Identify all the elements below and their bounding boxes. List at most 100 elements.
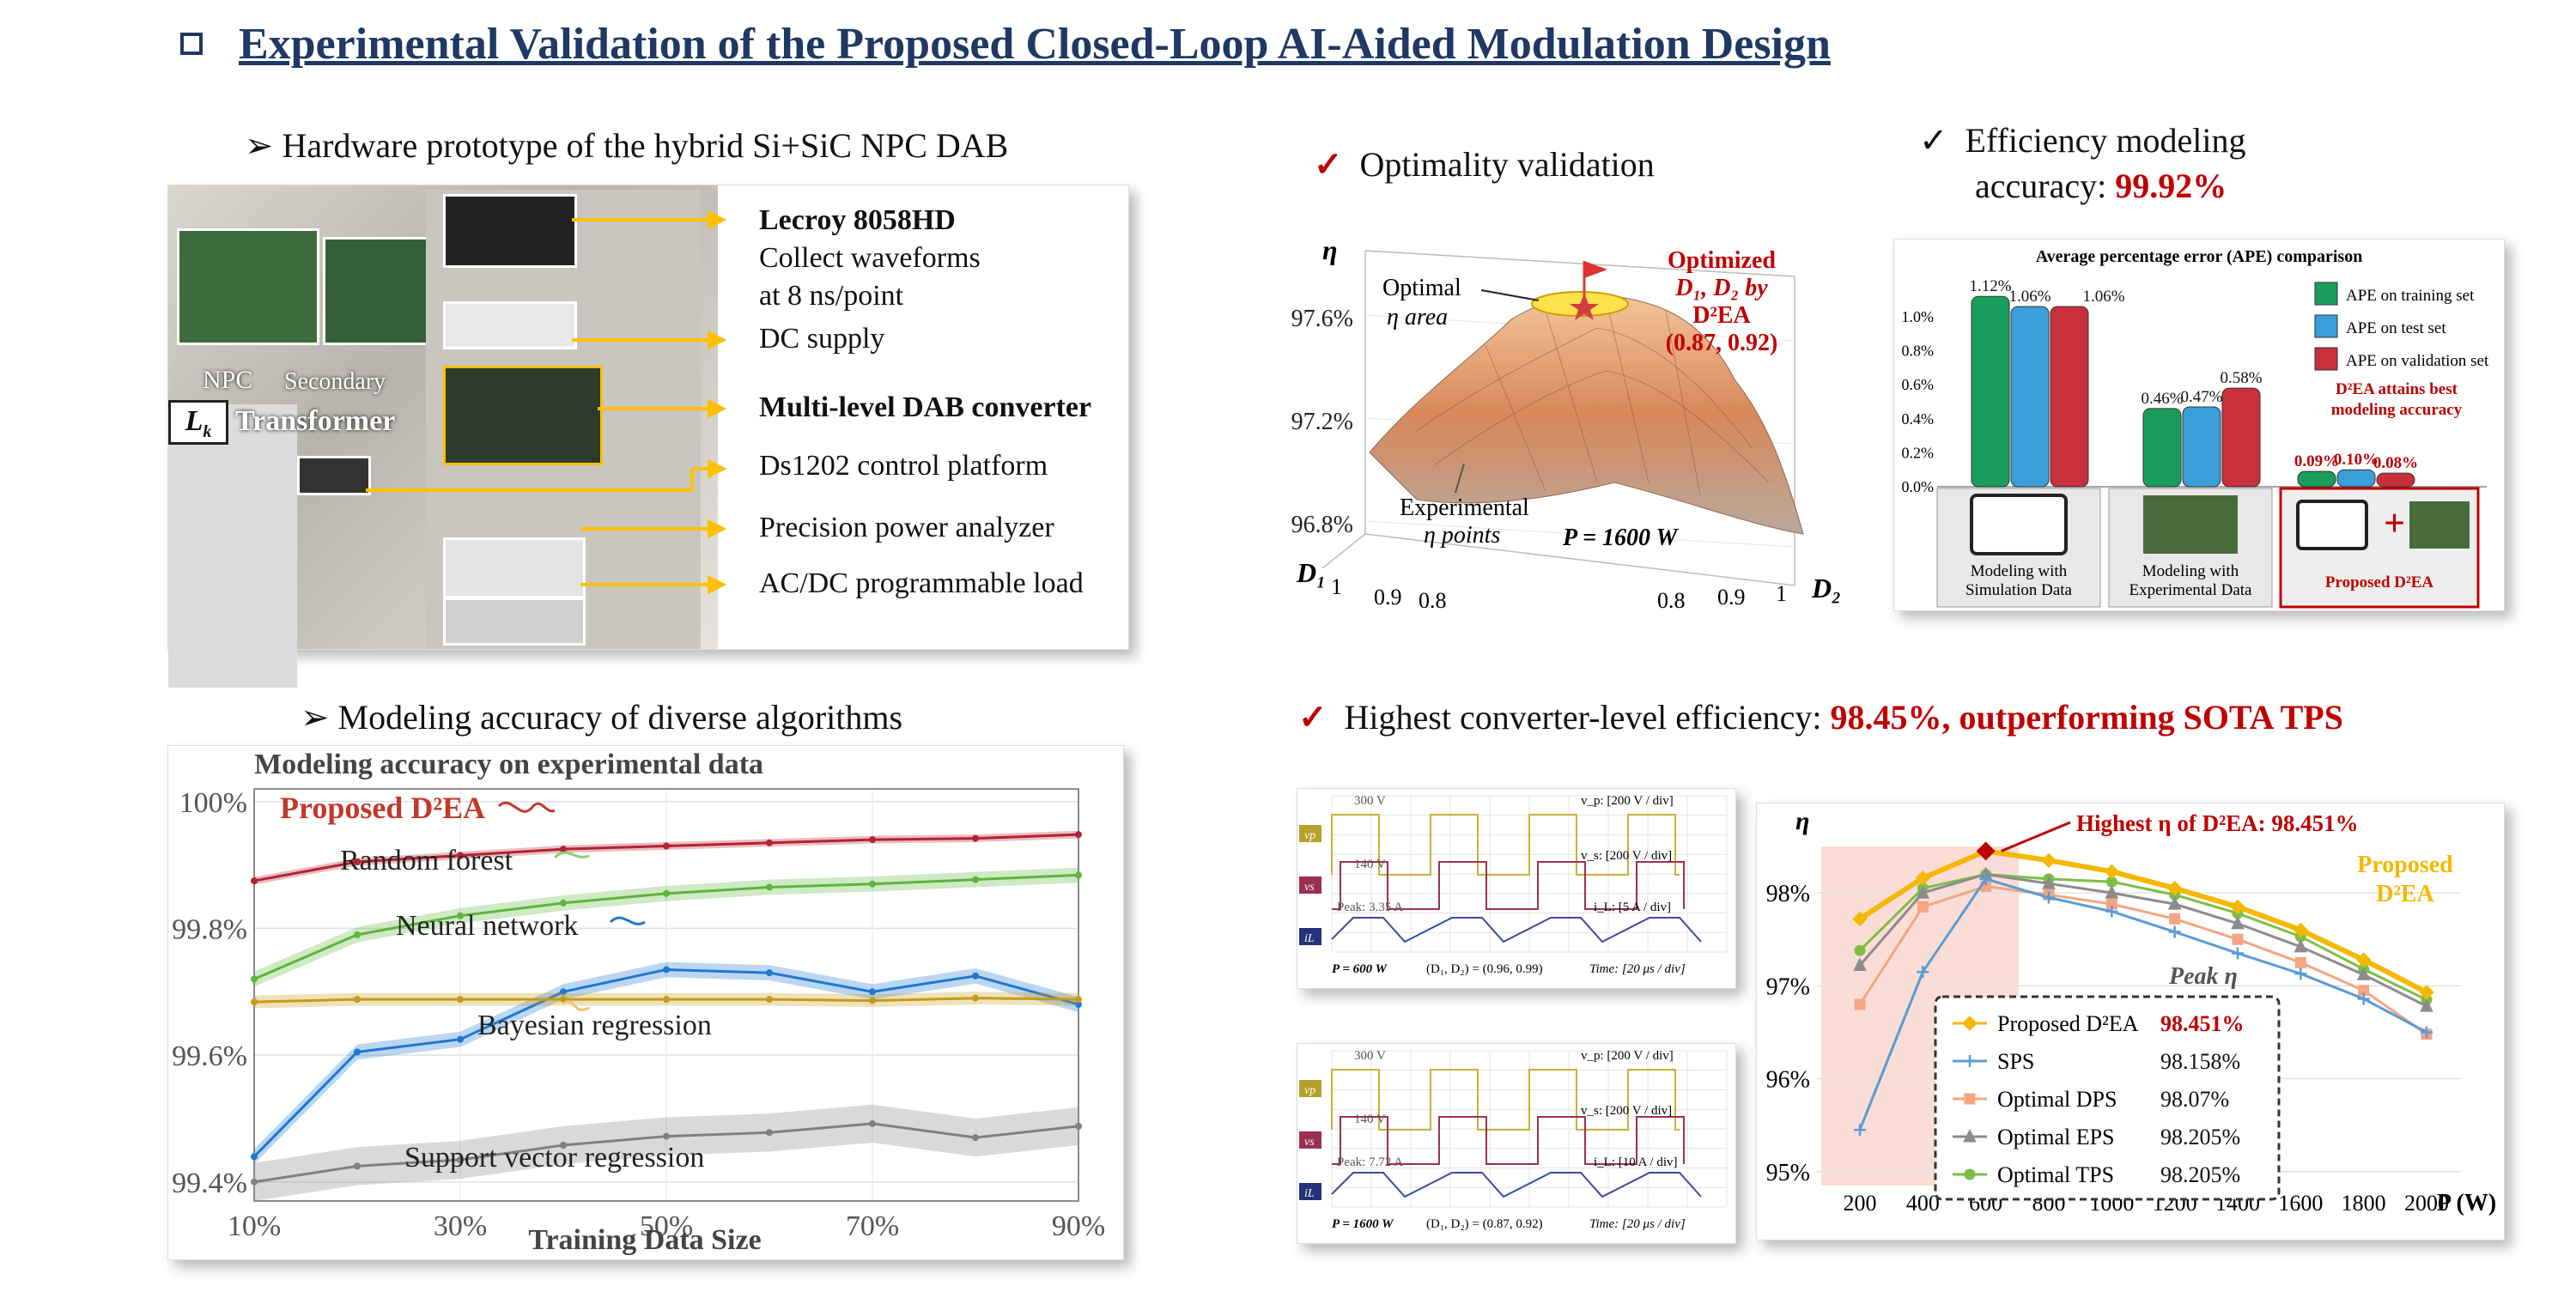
hardware-photo: Lk NPC Secondary Transformer [168, 185, 718, 688]
alg-data-point [354, 996, 361, 1004]
eff-marker [1962, 1016, 1978, 1031]
channel-tag [1299, 1080, 1321, 1097]
wave-v2: 140 V [1354, 1113, 1386, 1126]
optimized-point-label: (0.87, 0.92) [1666, 330, 1778, 356]
eff-marker [2105, 884, 2119, 899]
alg-data-point [457, 912, 464, 919]
z-tick-0: 97.6% [1291, 306, 1353, 332]
eff-legend-label: Optimal DPS [1997, 1087, 2117, 1112]
il-trace [1331, 1172, 1702, 1198]
eff-marker [1917, 901, 1929, 913]
alg-data-point [766, 996, 773, 1004]
alg-data-point [972, 1134, 979, 1142]
secondary-label: Secondary [284, 368, 386, 395]
ape-bar [2221, 387, 2261, 488]
callout-collect: Collect waveforms [759, 242, 981, 274]
callout-load: AC/DC programmable load [759, 567, 1084, 599]
channel-tag-label: iL [1304, 932, 1315, 945]
alg-data-point [869, 836, 876, 844]
eff-x-tick: 1600 [2278, 1191, 2323, 1216]
alg-data-point [869, 1119, 876, 1127]
label-svr: Support vector regression [404, 1142, 704, 1174]
callout-power-analyzer: Precision power analyzer [759, 512, 1054, 543]
alg-y-tick: 99.4% [172, 1168, 247, 1199]
ape-bar-label: 0.47% [2180, 388, 2222, 406]
eff-x-tick: 200 [1844, 1191, 1877, 1216]
ape-bar-label: 0.46% [2141, 390, 2183, 408]
ape-bar [2142, 408, 2182, 488]
npc-board-image [177, 228, 319, 345]
alg-data-point [972, 876, 979, 883]
channel-tag-label: vp [1304, 1084, 1315, 1097]
alg-data-point [354, 858, 361, 865]
plus-icon: + [2384, 502, 2405, 544]
title-bullet-box [180, 33, 203, 55]
alg-data-point [560, 899, 567, 907]
eff-legend-peak: 98.205% [2160, 1162, 2240, 1187]
alg-data-point [869, 997, 876, 1004]
channel-tag-label: vs [1304, 1136, 1315, 1149]
eff-y-tick: 98% [1766, 881, 1810, 907]
ape-y-tick: 0.6% [1902, 376, 1935, 393]
eff-x-tick: 2000 [2404, 1191, 2449, 1216]
wave-power: P = 1600 W [1332, 1217, 1394, 1231]
eff-y-tick: 96% [1766, 1067, 1810, 1094]
algorithms-heading-text: Modeling accuracy of diverse algorithms [337, 698, 903, 737]
alg-data-point [251, 1153, 258, 1161]
ape-y-tick: 0.0% [1902, 478, 1935, 495]
alg-data-point [663, 842, 670, 850]
channel-tag-label: vs [1304, 881, 1315, 894]
callout-control-platform: Ds1202 control platform [759, 450, 1048, 482]
alg-data-point [663, 889, 670, 897]
alg-data-point [663, 966, 670, 974]
eff-marker [2357, 992, 2370, 1005]
prototype-photo-icon [2143, 495, 2238, 554]
ape-bar-label: 1.12% [1969, 277, 2011, 295]
d2-axis-label: D₂ [1811, 573, 1841, 604]
experimental-label: Experimental [1400, 494, 1529, 521]
waveform-1: vp vs iL 300 V 140 V Peak: 7.72 A v_p: [200 V … [1299, 1049, 1728, 1231]
eta-points-label: η points [1424, 522, 1500, 549]
d2-tick-0: 0.8 [1657, 588, 1686, 613]
eff-series-line [1858, 885, 2427, 1035]
wave-il-scale: i_L: [5 A / div] [1594, 901, 1671, 914]
eff-marker [1854, 998, 1866, 1010]
ape-chart-panel: Average percentage error (APE) compariso… [1893, 239, 2505, 611]
hardware-heading: ➢ Hardware prototype of the hybrid Si+Si… [245, 126, 1009, 165]
eff-marker [2232, 947, 2244, 960]
efficiency-power-panel: 98% 97% 96% 95% 200 400 600 800 1000 1200 1400 1600… [1756, 803, 2505, 1240]
eff-marker [1917, 966, 1929, 979]
vp-trace [1331, 814, 1680, 876]
vp-trace [1331, 1069, 1680, 1131]
peak-marker [1976, 841, 1996, 861]
eff-x-tick: 400 [1906, 1191, 1940, 1216]
channel-tag [1299, 825, 1321, 842]
check-icon: ✓ [1314, 145, 1343, 184]
wave-vs-scale: v_s: [200 V / div] [1581, 849, 1672, 863]
eff-marker [1854, 1124, 1866, 1137]
eff-series-line [1858, 848, 2428, 995]
d2-tick-1: 0.9 [1717, 585, 1746, 610]
ape-note-line2: modeling accuracy [2331, 401, 2463, 419]
alg-data-point [869, 880, 876, 888]
ape-bar [2336, 469, 2376, 488]
eff-legend-label: Optimal TPS [1997, 1162, 2114, 1187]
ape-bar-label: 1.06% [2008, 288, 2050, 306]
eff-legend-label: SPS [1997, 1049, 2034, 1074]
eta-area-label: η area [1387, 304, 1448, 331]
d1-tick-2: 0.8 [1419, 588, 1447, 613]
il-trace [1331, 917, 1702, 943]
alg-data-point [663, 996, 670, 1004]
channel-tag-label: iL [1304, 1187, 1315, 1200]
ape-bar [2050, 306, 2089, 488]
hardware-heading-text: Hardware prototype of the hybrid Si+SiC … [282, 126, 1009, 165]
ape-bar-label: 0.58% [2220, 369, 2262, 387]
eff-legend-peak: 98.205% [2160, 1125, 2240, 1149]
optimality-heading: ✓ Optimality validation [1314, 144, 1655, 185]
alg-data-point [560, 846, 567, 853]
alg-data-point [1075, 1122, 1082, 1130]
ape-legend-label: APE on training set [2346, 287, 2475, 305]
eff-legend-label: Proposed D²EA [1997, 1011, 2139, 1036]
ape-bar-label: 1.06% [2082, 288, 2124, 306]
laptop-icon [1970, 494, 2068, 555]
